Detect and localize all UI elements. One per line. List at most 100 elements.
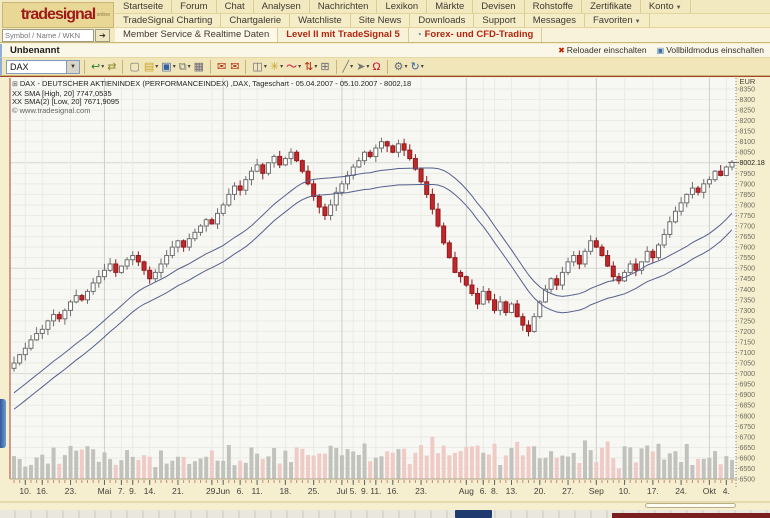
- candle: [627, 260, 633, 275]
- candle: [497, 296, 503, 316]
- menu-item-nachrichten[interactable]: Nachrichten: [310, 0, 378, 13]
- menu-item-level-ii-mit-tradesignal-5[interactable]: Level II mit TradeSignal 5: [278, 28, 409, 42]
- symbol-combobox[interactable]: DAX ▼: [6, 59, 80, 74]
- menu-item-chartgalerie[interactable]: Chartgalerie: [221, 14, 291, 27]
- svg-text:8300: 8300: [740, 97, 756, 104]
- symbol-search-go-button[interactable]: ➔: [95, 29, 110, 42]
- chart-horizontal-scrollbar[interactable]: [645, 503, 736, 508]
- menu-item-watchliste[interactable]: Watchliste: [290, 14, 351, 27]
- menu-item-lexikon[interactable]: Lexikon: [377, 0, 428, 13]
- chart-type-dropdown-icon[interactable]: ▾: [263, 64, 267, 70]
- menu-item-m-rkte[interactable]: Märkte: [427, 0, 474, 13]
- candle: [158, 258, 164, 278]
- candle: [62, 308, 68, 325]
- candle: [260, 162, 266, 180]
- reloader-toggle[interactable]: ✖ Reloader einschalten: [558, 45, 647, 55]
- candle: [661, 228, 667, 248]
- candle: [559, 266, 565, 290]
- svg-text:EUR: EUR: [740, 77, 756, 86]
- menu-row-3: Member Service & Realtime Daten Level II …: [115, 28, 770, 42]
- svg-text:Sep: Sep: [589, 486, 604, 496]
- magnet-icon[interactable]: Ω: [372, 60, 381, 73]
- indicators-dropdown-icon[interactable]: ▾: [280, 64, 284, 70]
- trendline-icon[interactable]: ╱: [342, 60, 350, 73]
- menu-item-site-news[interactable]: Site News: [351, 14, 411, 27]
- collapse-icon[interactable]: ⊞: [12, 81, 18, 88]
- fullscreen-toggle[interactable]: ▣ Vollbildmodus einschalten: [656, 45, 764, 55]
- candle: [96, 270, 102, 288]
- svg-text:8250: 8250: [740, 108, 756, 115]
- candle: [271, 154, 277, 168]
- signals-dropdown-icon[interactable]: ▾: [314, 64, 318, 70]
- indicators-icon[interactable]: ✳: [269, 60, 280, 73]
- reload-icon[interactable]: ↻: [410, 60, 420, 73]
- menu-item-member-service-realtime-daten[interactable]: Member Service & Realtime Daten: [115, 28, 279, 42]
- svg-text:7450: 7450: [740, 276, 756, 283]
- back-dropdown-icon[interactable]: ▾: [101, 64, 105, 70]
- symbol-combobox-dropdown-icon[interactable]: ▼: [66, 60, 79, 73]
- copy-dropdown-icon[interactable]: ▾: [187, 64, 191, 70]
- trendline-dropdown-icon[interactable]: ▾: [350, 64, 354, 70]
- menu-item-downloads[interactable]: Downloads: [410, 14, 475, 27]
- tradesignal-logo[interactable]: tradesignal online: [2, 2, 114, 28]
- candle: [429, 188, 435, 215]
- candle: [407, 144, 413, 161]
- menu-item-forex-und-cfd-trading[interactable]: ◔ Forex- und CFD-Trading: [409, 28, 543, 42]
- candle: [503, 300, 509, 316]
- menu-item-zertifikate[interactable]: Zertifikate: [582, 0, 641, 13]
- copy-icon[interactable]: ⧉: [178, 60, 187, 73]
- menu-item-chat[interactable]: Chat: [217, 0, 254, 13]
- chart-type-icon[interactable]: ◫: [252, 60, 263, 73]
- menu-item-rohstoffe[interactable]: Rohstoffe: [525, 0, 583, 13]
- menu-item-support[interactable]: Support: [474, 14, 525, 27]
- x-axis: 10. 16. 23. Mai 7. 9. 14. 21. 29.Jun 6. 11. 18. 25. J…: [13, 480, 733, 496]
- candle: [424, 175, 430, 199]
- sma-low-line: [13, 183, 733, 410]
- candle: [101, 263, 107, 281]
- bottom-active-item[interactable]: [455, 510, 492, 518]
- drawing-dropdown-icon[interactable]: ▾: [298, 64, 302, 70]
- menu-item-konto[interactable]: Konto ▼: [641, 0, 691, 13]
- drawing-tools-icon[interactable]: 〜: [286, 60, 298, 73]
- menu-item-startseite[interactable]: Startseite: [115, 0, 173, 13]
- cursor-icon[interactable]: ➤: [356, 60, 366, 73]
- mail-chart-icon[interactable]: ✉: [216, 60, 227, 73]
- back-icon[interactable]: ↩: [91, 60, 101, 73]
- cursor-dropdown-icon[interactable]: ▾: [366, 64, 370, 70]
- insert-symbol-icon[interactable]: ⇄: [107, 60, 117, 73]
- open-folder-icon[interactable]: ▤: [143, 60, 155, 73]
- menu-item-devisen[interactable]: Devisen: [473, 0, 525, 13]
- chart-legend: ⊞ DAX - DEUTSCHER AKTIENINDEX (PERFORMANC…: [12, 79, 411, 115]
- window-icon[interactable]: ⊞: [320, 60, 330, 73]
- svg-text:7400: 7400: [740, 287, 756, 294]
- save-icon[interactable]: ▣: [161, 60, 172, 73]
- properties-dropdown-icon[interactable]: ▾: [404, 64, 408, 70]
- candle: [435, 202, 441, 228]
- reload-dropdown-icon[interactable]: ▾: [420, 64, 424, 70]
- print-icon[interactable]: ▦: [193, 60, 204, 73]
- menu-item-analysen[interactable]: Analysen: [254, 0, 310, 13]
- menu-item-favoriten[interactable]: Favoriten ▼: [585, 14, 650, 27]
- side-panel-tab[interactable]: [0, 399, 6, 448]
- menu-item-messages[interactable]: Messages: [525, 14, 585, 27]
- symbol-search-input[interactable]: [2, 29, 94, 42]
- svg-text:7650: 7650: [740, 234, 756, 241]
- new-document-icon[interactable]: ▢: [129, 60, 140, 73]
- properties-icon[interactable]: ⚙: [393, 60, 404, 73]
- menu-item-tradesignal-charting[interactable]: TradeSignal Charting: [115, 14, 222, 27]
- candle: [701, 179, 707, 199]
- legend-sma-low: XX SMA(2) [Low, 20] 7671,9095: [12, 97, 120, 106]
- svg-text:23.: 23.: [415, 486, 427, 496]
- candle: [147, 266, 153, 284]
- mail-link-icon[interactable]: ✉: [230, 60, 240, 73]
- document-title: Unbenannt: [10, 45, 60, 56]
- svg-text:21.: 21.: [172, 486, 184, 496]
- candle: [492, 293, 498, 314]
- signals-icon[interactable]: ⇅: [304, 60, 314, 73]
- candle: [215, 208, 221, 230]
- menu-item-forum[interactable]: Forum: [172, 0, 217, 13]
- save-dropdown-icon[interactable]: ▾: [172, 64, 176, 70]
- open-dropdown-icon[interactable]: ▾: [155, 64, 159, 70]
